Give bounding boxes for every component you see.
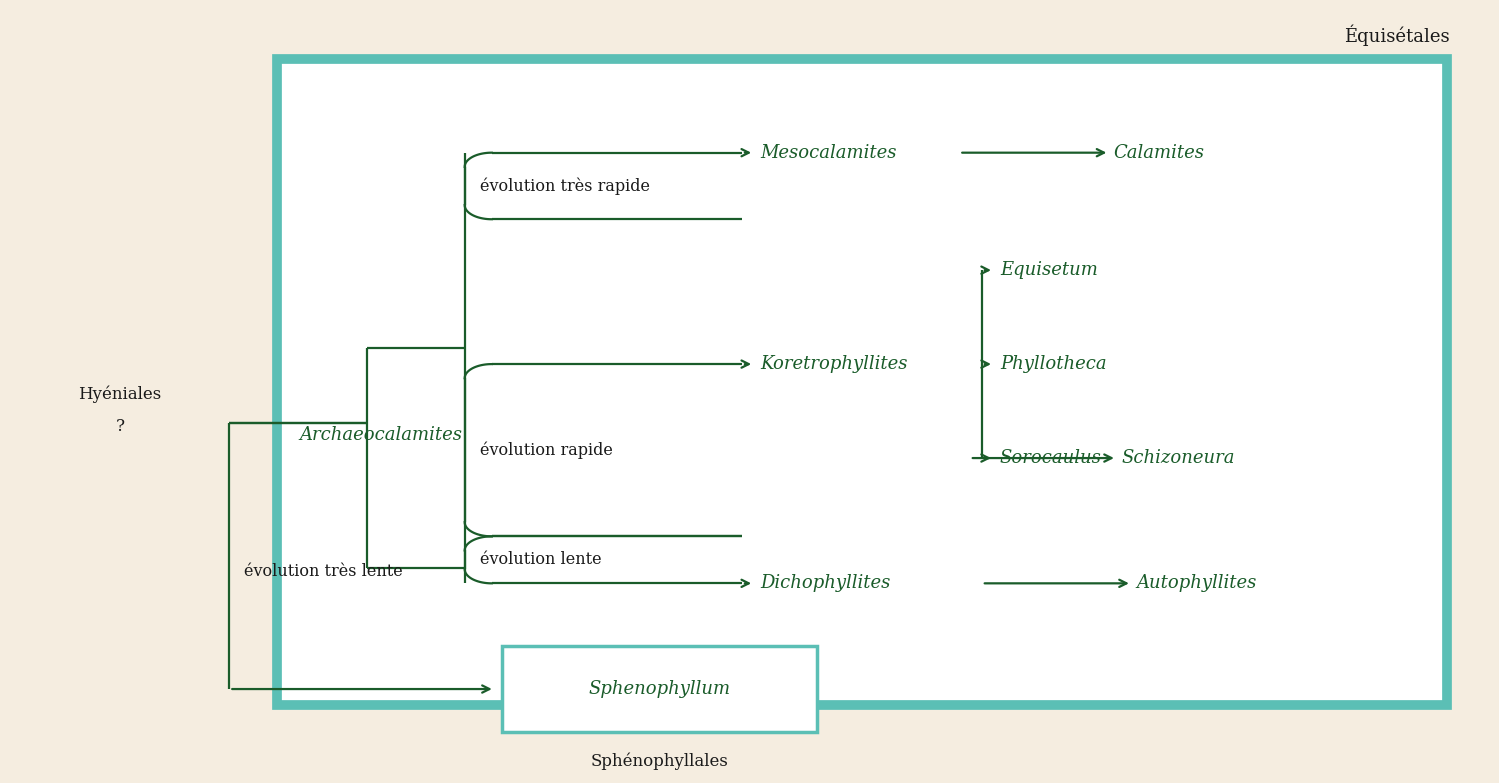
Text: Mesocalamites: Mesocalamites xyxy=(760,144,896,161)
Text: évolution très rapide: évolution très rapide xyxy=(480,177,649,195)
Text: Autophyllites: Autophyllites xyxy=(1136,575,1256,592)
Text: Koretrophyllites: Koretrophyllites xyxy=(760,355,907,373)
Text: Archaeocalamites: Archaeocalamites xyxy=(300,426,463,443)
Text: Calamites: Calamites xyxy=(1114,144,1205,161)
Text: Sorocaulus: Sorocaulus xyxy=(1000,449,1102,467)
FancyBboxPatch shape xyxy=(277,59,1447,705)
Text: Sphénophyllales: Sphénophyllales xyxy=(591,752,729,770)
Text: évolution très lente: évolution très lente xyxy=(244,563,403,580)
Text: Sphenophyllum: Sphenophyllum xyxy=(589,680,730,698)
FancyBboxPatch shape xyxy=(502,646,817,732)
Text: évolution rapide: évolution rapide xyxy=(480,442,613,459)
Text: ?: ? xyxy=(115,417,124,435)
Text: Équisétales: Équisétales xyxy=(1345,24,1450,46)
Text: Dichophyllites: Dichophyllites xyxy=(760,575,890,592)
Text: évolution lente: évolution lente xyxy=(480,551,601,568)
Text: Equisetum: Equisetum xyxy=(1000,262,1097,279)
Text: Hyéniales: Hyéniales xyxy=(78,386,162,403)
Text: Schizoneura: Schizoneura xyxy=(1121,449,1235,467)
Text: Phyllotheca: Phyllotheca xyxy=(1000,355,1106,373)
